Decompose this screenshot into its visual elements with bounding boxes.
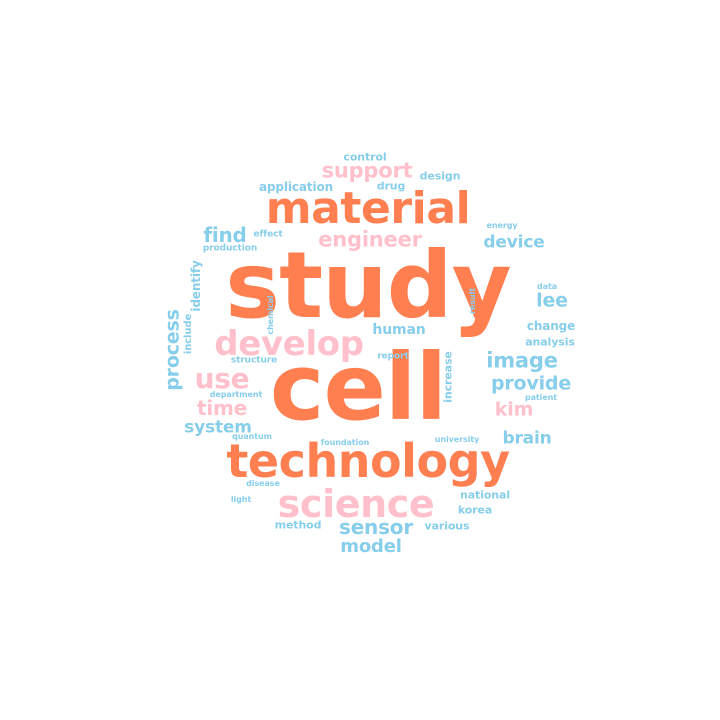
- word-lee: lee: [536, 289, 568, 312]
- word-result: result: [468, 288, 477, 314]
- word-control: control: [343, 150, 387, 164]
- word-identify: identify: [189, 260, 203, 312]
- word-chemical: chemical: [266, 295, 275, 335]
- word-brain: brain: [502, 428, 552, 449]
- word-time: time: [196, 396, 248, 420]
- word-cell: cell: [269, 334, 447, 441]
- word-change: change: [526, 319, 576, 333]
- word-report: report: [377, 351, 409, 362]
- word-department: department: [209, 390, 263, 399]
- word-find: find: [203, 223, 247, 247]
- word-science: science: [277, 482, 435, 526]
- word-effect: effect: [253, 229, 283, 240]
- word-model: model: [340, 536, 402, 557]
- word-university: university: [434, 435, 480, 444]
- word-production: production: [202, 243, 258, 254]
- word-drug: drug: [376, 179, 406, 193]
- word-technology: technology: [226, 434, 510, 488]
- word-engineer: engineer: [318, 227, 422, 252]
- word-develop: develop: [214, 324, 364, 364]
- word-kim: kim: [494, 398, 534, 421]
- word-application: application: [258, 180, 334, 194]
- word-various: various: [424, 519, 470, 533]
- word-process: process: [161, 309, 184, 391]
- word-patient: patient: [524, 393, 558, 402]
- word-disease: disease: [246, 479, 280, 488]
- word-provide: provide: [490, 372, 572, 395]
- word-method: method: [274, 518, 322, 532]
- word-study: study: [225, 232, 511, 339]
- word-national: national: [460, 488, 510, 502]
- word-increase: increase: [441, 351, 455, 403]
- word-korea: korea: [457, 503, 493, 517]
- word-include: include: [183, 313, 194, 355]
- word-quantum: quantum: [232, 432, 272, 441]
- word-system: system: [184, 417, 252, 438]
- word-design: design: [419, 169, 461, 183]
- word-support: support: [321, 158, 413, 183]
- word-material: material: [265, 183, 471, 234]
- word-data: data: [536, 282, 558, 291]
- word-structure: structure: [230, 355, 278, 366]
- word-image: image: [486, 348, 558, 373]
- word-light: light: [230, 495, 252, 504]
- word-device: device: [483, 232, 545, 253]
- word-human: human: [372, 322, 426, 338]
- word-sensor: sensor: [338, 515, 414, 539]
- word-foundation: foundation: [320, 438, 370, 447]
- word-analysis: analysis: [525, 335, 575, 349]
- word-use: use: [194, 362, 250, 395]
- word-energy: energy: [486, 221, 518, 230]
